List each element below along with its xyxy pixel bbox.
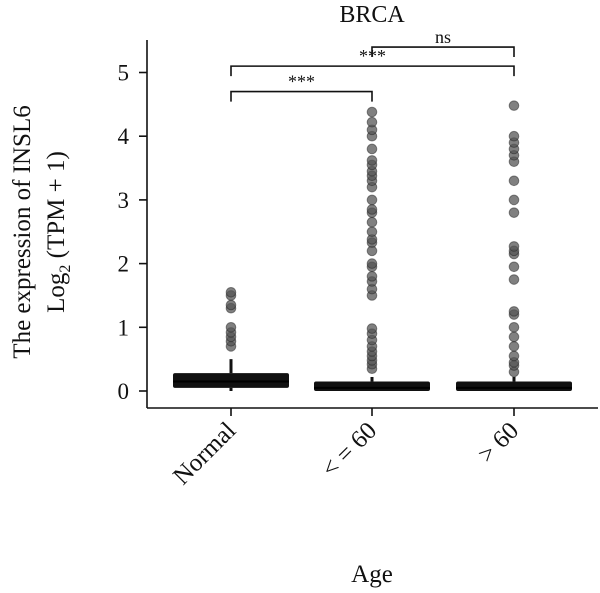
- outlier-point: [366, 258, 378, 269]
- outlier-point: [366, 194, 378, 206]
- y-axis-title-subscript: 2: [57, 265, 74, 273]
- outlier-point: [366, 323, 378, 334]
- outlier-point: [508, 274, 520, 285]
- y-tick-label: 1: [118, 315, 130, 340]
- box-group: [314, 106, 430, 391]
- y-axis-title-unit: (TPM + 1): [43, 151, 70, 264]
- x-tick-label: Normal: [168, 417, 241, 490]
- box-group: [456, 100, 572, 391]
- outlier-point: [225, 322, 237, 333]
- outlier-point: [508, 207, 520, 218]
- significance-label: ns: [435, 27, 451, 47]
- outlier-point: [225, 286, 237, 298]
- outlier-point: [508, 306, 520, 317]
- y-tick-label: 2: [118, 252, 130, 277]
- y-tick-label: 0: [118, 379, 130, 404]
- outlier-point: [508, 331, 520, 343]
- boxes-group: [173, 100, 572, 391]
- outlier-point: [508, 261, 520, 273]
- outlier-point: [366, 226, 378, 238]
- x-axis-title: Age: [351, 561, 393, 588]
- significance-bracket: ns: [371, 27, 515, 58]
- outlier-point: [508, 100, 520, 111]
- significance-brackets: ******ns: [230, 27, 515, 102]
- outlier-point: [508, 350, 520, 362]
- significance-bracket: ***: [230, 72, 373, 102]
- outlier-point: [508, 130, 520, 142]
- outlier-point: [508, 322, 520, 333]
- chart-title: BRCA: [339, 2, 405, 28]
- y-axis-title-line2: Log2 (TPM + 1): [43, 151, 74, 313]
- outlier-point: [366, 204, 378, 215]
- y-tick-label: 4: [118, 124, 130, 149]
- x-tick-label: > 60: [473, 417, 524, 468]
- y-tick-label: 5: [118, 61, 130, 86]
- box-iqr: [456, 381, 572, 391]
- box-iqr: [314, 381, 430, 391]
- outlier-point: [366, 155, 378, 166]
- outlier-point: [366, 106, 378, 118]
- x-tick-label: < = 60: [317, 417, 383, 483]
- bracket-line: [230, 65, 515, 77]
- bracket-line: [230, 90, 373, 102]
- y-axis-title-log: Log: [43, 272, 70, 313]
- box-group: [173, 286, 289, 391]
- y-axis-title: The expression of INSL6 Log2 (TPM + 1): [9, 105, 74, 358]
- outlier-point: [366, 116, 378, 128]
- outlier-point: [508, 341, 520, 352]
- outlier-point: [508, 194, 520, 206]
- outlier-point: [366, 271, 378, 282]
- y-tick-label: 3: [118, 188, 130, 213]
- outlier-point: [366, 143, 378, 155]
- outlier-point: [508, 241, 520, 252]
- outlier-point: [225, 299, 237, 311]
- significance-label: ***: [288, 72, 315, 92]
- y-axis-title-line1: The expression of INSL6: [9, 105, 36, 358]
- bracket-line: [371, 46, 515, 58]
- outlier-point: [508, 175, 520, 187]
- outlier-point: [366, 216, 378, 228]
- axes: 0 1 2 3 4 5 Normal < = 60 > 60: [118, 40, 598, 490]
